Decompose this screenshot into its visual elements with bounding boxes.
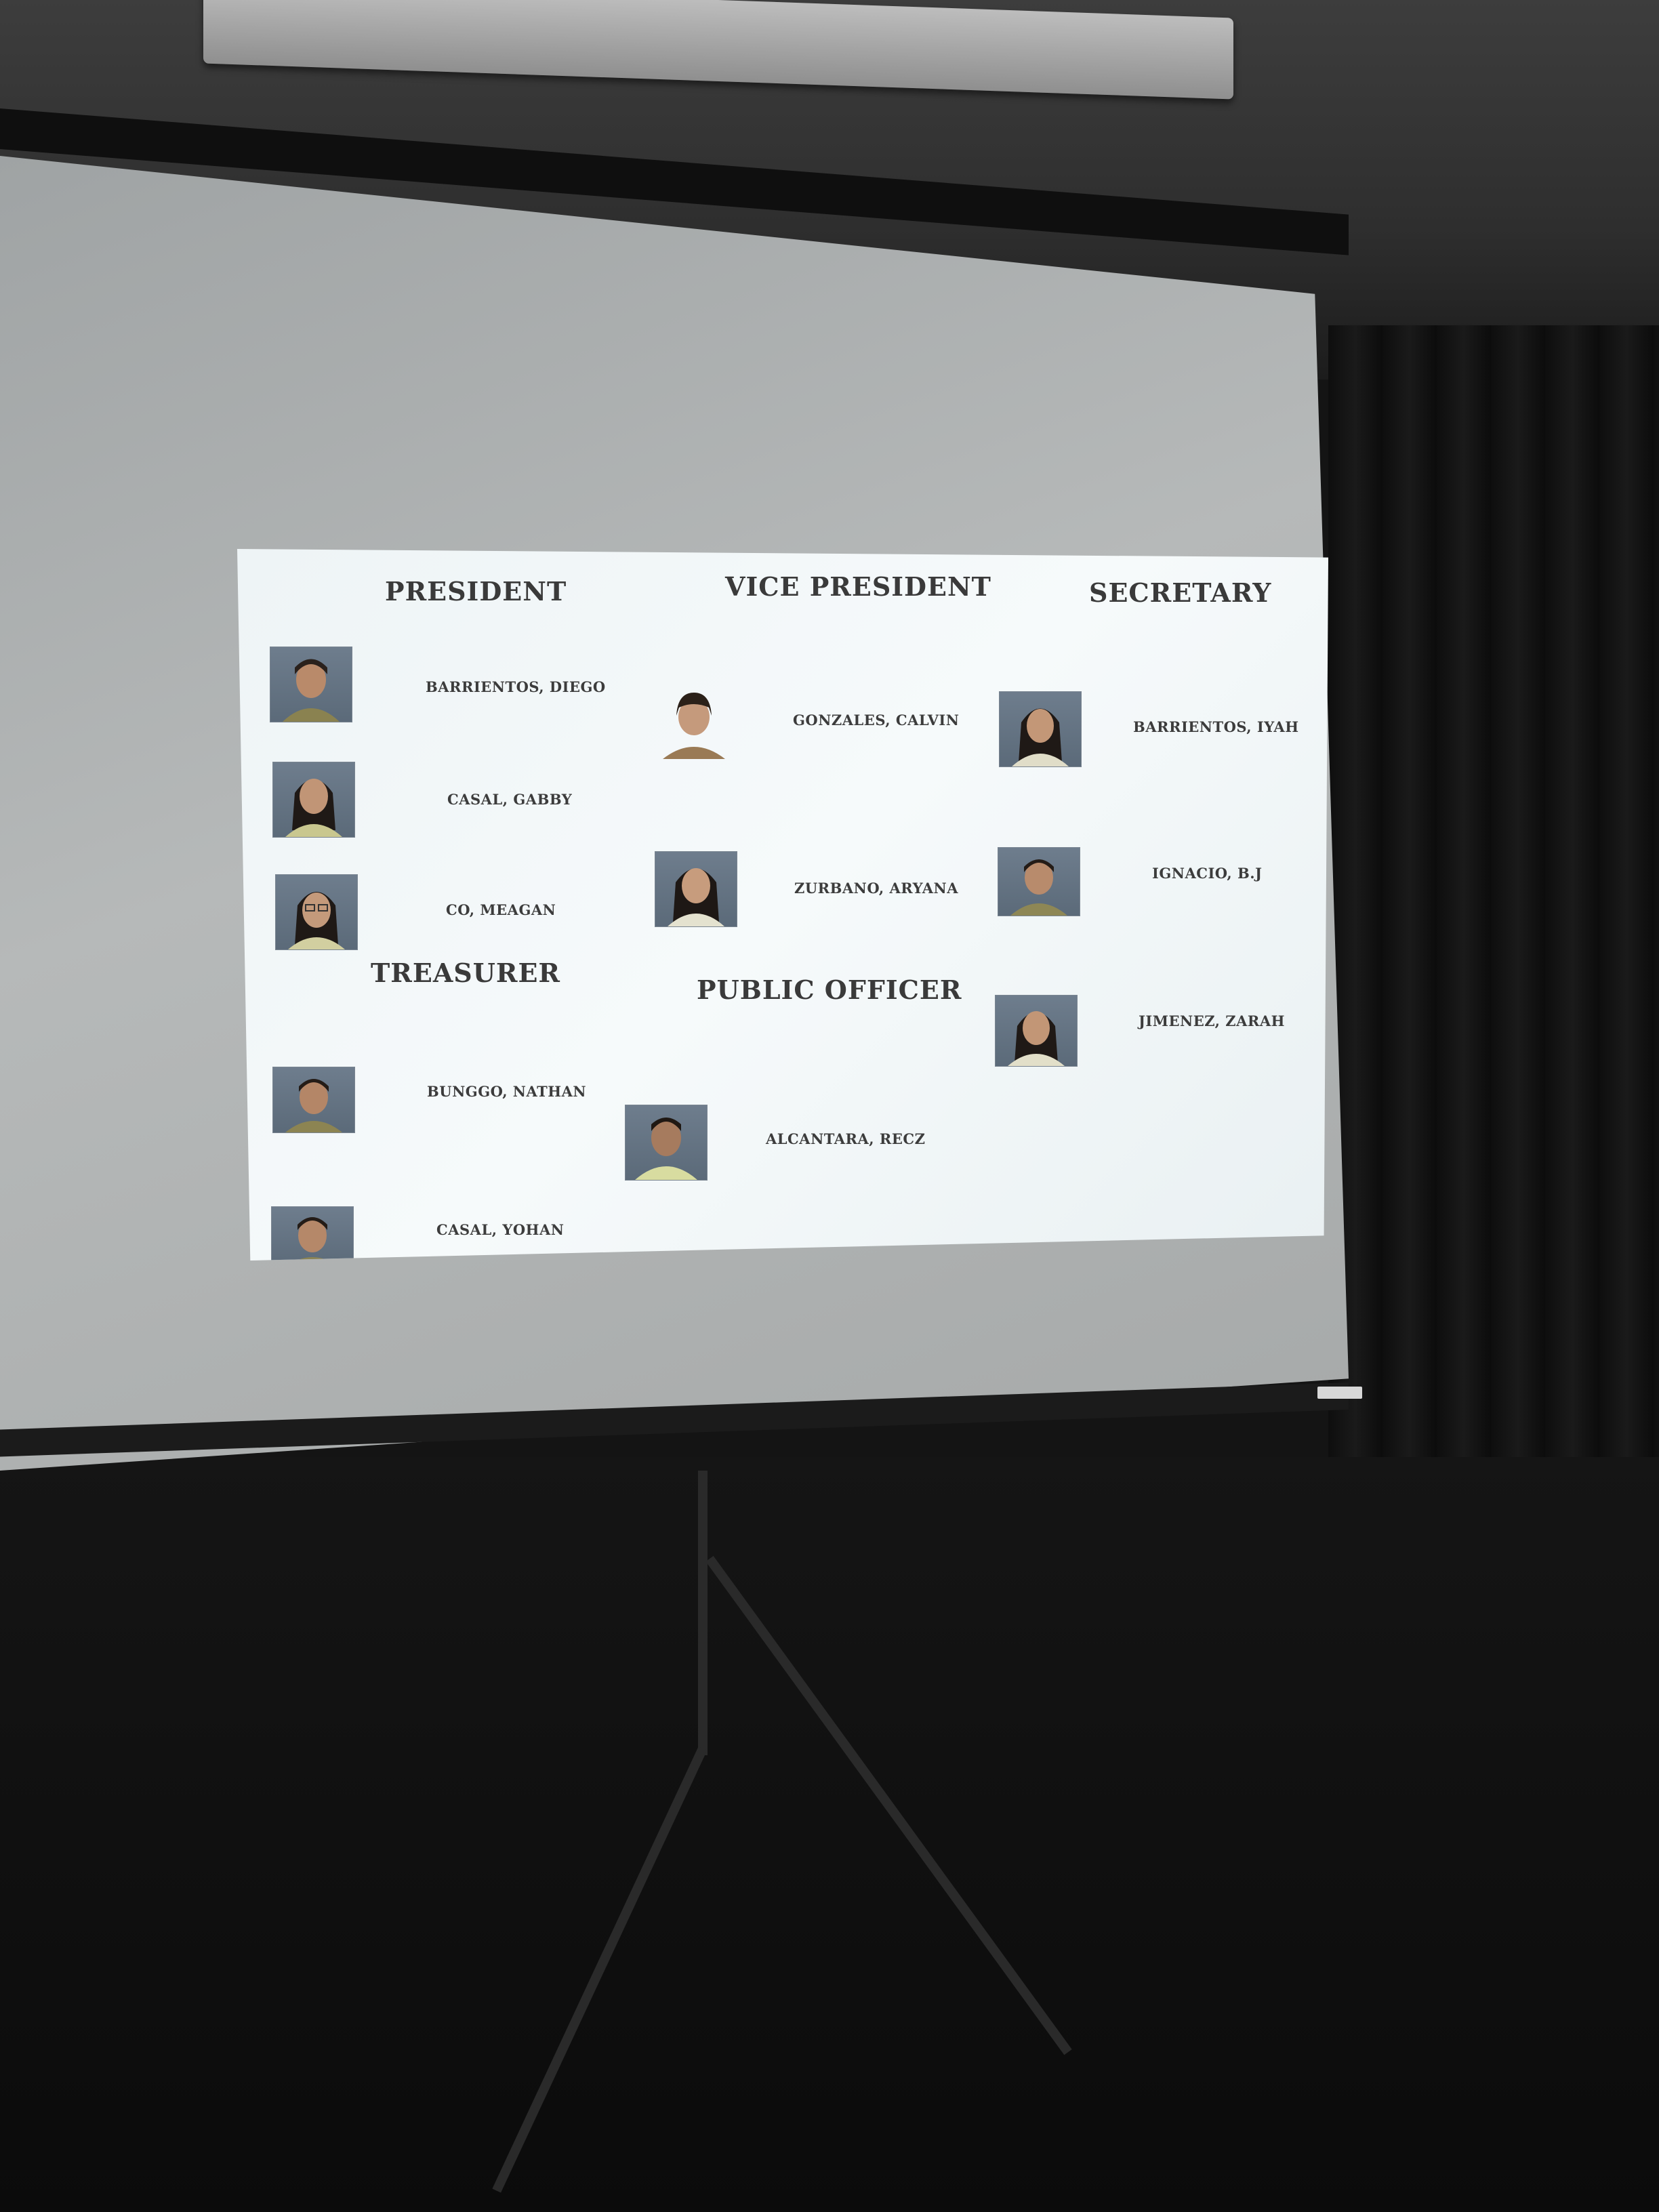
portrait-public-officer-1 — [625, 1105, 708, 1181]
floor-area — [0, 1457, 1659, 2212]
portrait-president-2 — [272, 762, 355, 838]
member-vice-president-1: GONZALES, CALVIN — [793, 712, 960, 729]
student-portrait-icon — [285, 779, 342, 837]
student-portrait-icon — [1008, 1011, 1065, 1066]
portrait-vice-president-2 — [655, 851, 737, 927]
student-portrait-icon — [668, 868, 724, 926]
student-portrait-icon — [288, 892, 345, 949]
screen-brand-badge — [1317, 1387, 1362, 1399]
member-president-1: BARRIENTOS, DIEGO — [426, 678, 606, 695]
portrait-secretary-2 — [998, 847, 1080, 916]
officers-slide: PRESIDENT VICE PRESIDENT SECRETARY TREAS… — [237, 549, 1328, 1261]
member-public-officer-1: ALCANTARA, RECZ — [766, 1130, 926, 1147]
tripod-center-pole — [698, 1471, 708, 1755]
heading-president: PRESIDENT — [385, 576, 567, 607]
heading-vice-president: VICE PRESIDENT — [725, 571, 991, 602]
student-portrait-icon — [663, 693, 725, 759]
portrait-president-3 — [275, 874, 358, 950]
heading-treasurer: TREASURER — [371, 958, 561, 988]
student-portrait-icon — [285, 1079, 342, 1132]
portrait-secretary-1 — [999, 691, 1082, 767]
member-president-3: CO, MEAGAN — [446, 901, 556, 918]
member-secretary-3: JIMENEZ, ZARAH — [1139, 1012, 1286, 1029]
member-secretary-1: BARRIENTOS, IYAH — [1133, 718, 1299, 735]
heading-public-officer: PUBLIC OFFICER — [697, 975, 962, 1005]
student-portrait-icon — [1010, 859, 1067, 916]
heading-secretary: SECRETARY — [1089, 577, 1272, 608]
portrait-secretary-3 — [995, 995, 1078, 1067]
student-portrait-icon — [1012, 708, 1069, 766]
member-treasurer-2: CASAL, YOHAN — [436, 1221, 565, 1238]
student-portrait-icon — [283, 659, 340, 722]
member-president-2: CASAL, GABBY — [447, 791, 573, 808]
member-treasurer-1: BUNGGO, NATHAN — [427, 1083, 587, 1100]
student-portrait-icon — [635, 1118, 697, 1180]
portrait-treasurer-1 — [272, 1067, 355, 1133]
member-secretary-2: IGNACIO, B.J — [1152, 865, 1263, 882]
portrait-president-1 — [270, 647, 352, 722]
portrait-vice-president-1 — [653, 684, 735, 759]
member-vice-president-2: ZURBANO, ARYANA — [794, 880, 959, 897]
